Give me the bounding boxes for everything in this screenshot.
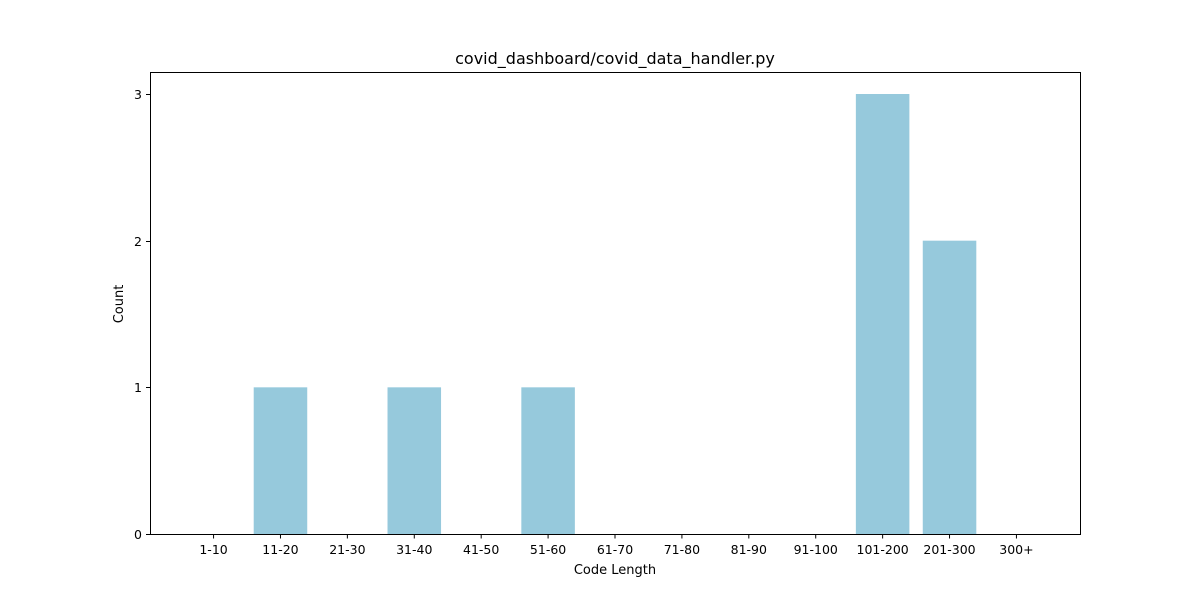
y-tick-label: 1 (134, 380, 142, 395)
x-tick-label: 21-30 (329, 542, 365, 557)
bar-201-300 (922, 240, 977, 535)
x-tick-label: 81-90 (731, 542, 767, 557)
bar-51-60 (521, 387, 575, 534)
bar-31-40 (387, 387, 442, 534)
x-tick-label: 11-20 (262, 542, 298, 557)
x-axis-ticks: 1-10 11-20 21-30 31-40 41-50 51-60 61-70 71-80 8… (199, 534, 1034, 557)
y-axis-label: Count (112, 285, 127, 324)
bar-101-200 (855, 94, 910, 534)
y-tick-label: 2 (134, 234, 142, 249)
x-tick-label: 1-10 (199, 542, 227, 557)
x-tick-label: 61-70 (597, 542, 633, 557)
x-tick-label: 41-50 (463, 542, 499, 557)
x-tick-label: 201-300 (923, 542, 975, 557)
x-tick-label: 300+ (999, 542, 1033, 557)
y-axis-ticks: 0 1 2 3 (134, 87, 151, 542)
x-tick-label: 101-200 (857, 542, 909, 557)
chart-title: covid_dashboard/covid_data_handler.py (455, 49, 775, 69)
x-tick-label: 91-100 (794, 542, 838, 557)
bar-11-20 (253, 387, 308, 534)
y-tick-label: 0 (134, 527, 142, 542)
x-tick-label: 71-80 (664, 542, 700, 557)
x-tick-label: 31-40 (396, 542, 432, 557)
x-tick-label: 51-60 (530, 542, 566, 557)
x-axis-label: Code Length (574, 563, 656, 578)
y-tick-label: 3 (134, 87, 142, 102)
bars-layer (253, 94, 977, 535)
